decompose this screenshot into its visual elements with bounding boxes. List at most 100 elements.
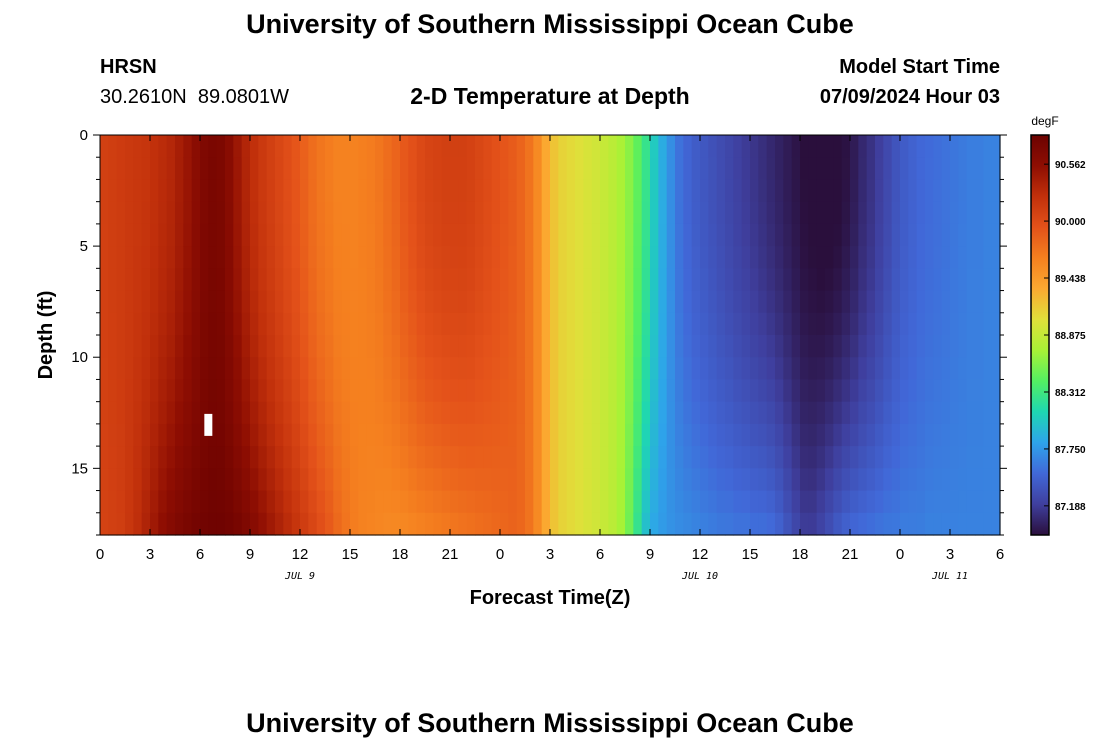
heatmap-cell <box>225 179 234 203</box>
heatmap-cell <box>833 268 843 292</box>
heatmap-cell <box>583 357 593 381</box>
heatmap-cell <box>758 268 768 292</box>
heatmap-cell <box>958 312 968 336</box>
heatmap-cell <box>891 290 901 314</box>
heatmap-cell <box>150 379 159 403</box>
heatmap-cell <box>183 268 193 292</box>
heatmap-cell <box>291 357 301 381</box>
heatmap-cell <box>841 512 851 536</box>
heatmap-cell <box>333 223 343 247</box>
heatmap-cell <box>550 512 559 536</box>
heatmap-cell <box>416 201 426 225</box>
heatmap-cell <box>450 423 459 447</box>
heatmap-cell <box>425 490 434 514</box>
heatmap-cell <box>483 490 493 514</box>
heatmap-cell <box>758 401 768 425</box>
heatmap-cell <box>475 512 484 536</box>
heatmap-cell <box>633 423 643 447</box>
heatmap-cell <box>683 379 693 403</box>
heatmap-cell <box>233 312 243 336</box>
heatmap-cell <box>725 179 734 203</box>
heatmap-cell <box>408 446 418 469</box>
heatmap-cell <box>658 290 668 314</box>
heatmap-cell <box>291 468 301 492</box>
heatmap-cell <box>333 201 343 225</box>
heatmap-cell <box>166 512 176 536</box>
heatmap-cell <box>208 468 218 492</box>
heatmap-cell <box>275 290 284 314</box>
heatmap-cell <box>883 135 893 158</box>
heatmap-cell <box>183 312 193 336</box>
heatmap-cell <box>875 401 884 425</box>
heatmap-cell <box>308 223 318 247</box>
heatmap-cell <box>400 246 409 269</box>
heatmap-cell <box>825 423 834 447</box>
heatmap-cell <box>158 223 168 247</box>
heatmap-cell <box>458 157 468 181</box>
heatmap-cell <box>475 312 484 336</box>
heatmap-cell <box>633 201 643 225</box>
heatmap-cell <box>683 201 693 225</box>
heatmap-cell <box>125 379 134 403</box>
heatmap-cell <box>783 135 793 158</box>
heatmap-cell <box>816 335 826 358</box>
heatmap-cell <box>408 490 418 514</box>
heatmap-cell <box>458 179 468 203</box>
heatmap-cell <box>883 379 893 403</box>
heatmap-cell <box>850 157 859 181</box>
heatmap-cell <box>991 290 1001 314</box>
heatmap-cell <box>108 512 118 536</box>
heatmap-cell <box>683 223 693 247</box>
heatmap-cell <box>308 135 318 158</box>
heatmap-cell <box>466 135 476 158</box>
heatmap-cell <box>516 179 526 203</box>
heatmap-cell <box>666 223 676 247</box>
heatmap-cell <box>266 290 276 314</box>
heatmap-cell <box>425 335 434 358</box>
heatmap-cell <box>841 468 851 492</box>
heatmap-cell <box>675 423 684 447</box>
heatmap-cell <box>233 468 243 492</box>
heatmap-cell <box>100 201 109 225</box>
heatmap-cell <box>375 357 384 381</box>
heatmap-cell <box>441 290 451 314</box>
heatmap-cell <box>266 201 276 225</box>
heatmap-cell <box>183 490 193 514</box>
heatmap-cell <box>333 423 343 447</box>
heatmap-cell <box>683 179 693 203</box>
heatmap-cell <box>516 246 526 269</box>
heatmap-cell <box>283 357 293 381</box>
heatmap-cell <box>833 468 843 492</box>
heatmap-cell <box>383 468 393 492</box>
heatmap-cell <box>741 312 751 336</box>
heatmap-cell <box>458 135 468 158</box>
heatmap-cell <box>375 290 384 314</box>
heatmap-cell <box>625 423 634 447</box>
heatmap-cell <box>341 268 351 292</box>
heatmap-cell <box>191 246 201 269</box>
heatmap-cell <box>916 401 926 425</box>
heatmap-cell <box>550 468 559 492</box>
heatmap-cell <box>683 135 693 158</box>
heatmap-cell <box>700 401 709 425</box>
heatmap-cell <box>566 135 576 158</box>
heatmap-cell <box>383 179 393 203</box>
heatmap-cell <box>975 379 984 403</box>
heatmap-cell <box>266 423 276 447</box>
heatmap-cell <box>291 423 301 447</box>
heatmap-cell <box>333 246 343 269</box>
heatmap-cell <box>658 423 668 447</box>
heatmap-cell <box>608 290 618 314</box>
heatmap-cell <box>183 335 193 358</box>
heatmap-cell <box>241 290 251 314</box>
heatmap-cell <box>441 268 451 292</box>
heatmap-cell <box>966 290 976 314</box>
heatmap-cell <box>366 335 376 358</box>
heatmap-cell <box>133 335 143 358</box>
heatmap-cell <box>300 135 309 158</box>
heatmap-cell <box>600 423 609 447</box>
heatmap-cell <box>333 312 343 336</box>
heatmap-cell <box>858 157 868 181</box>
heatmap-cell <box>575 423 584 447</box>
heatmap-cell <box>416 157 426 181</box>
